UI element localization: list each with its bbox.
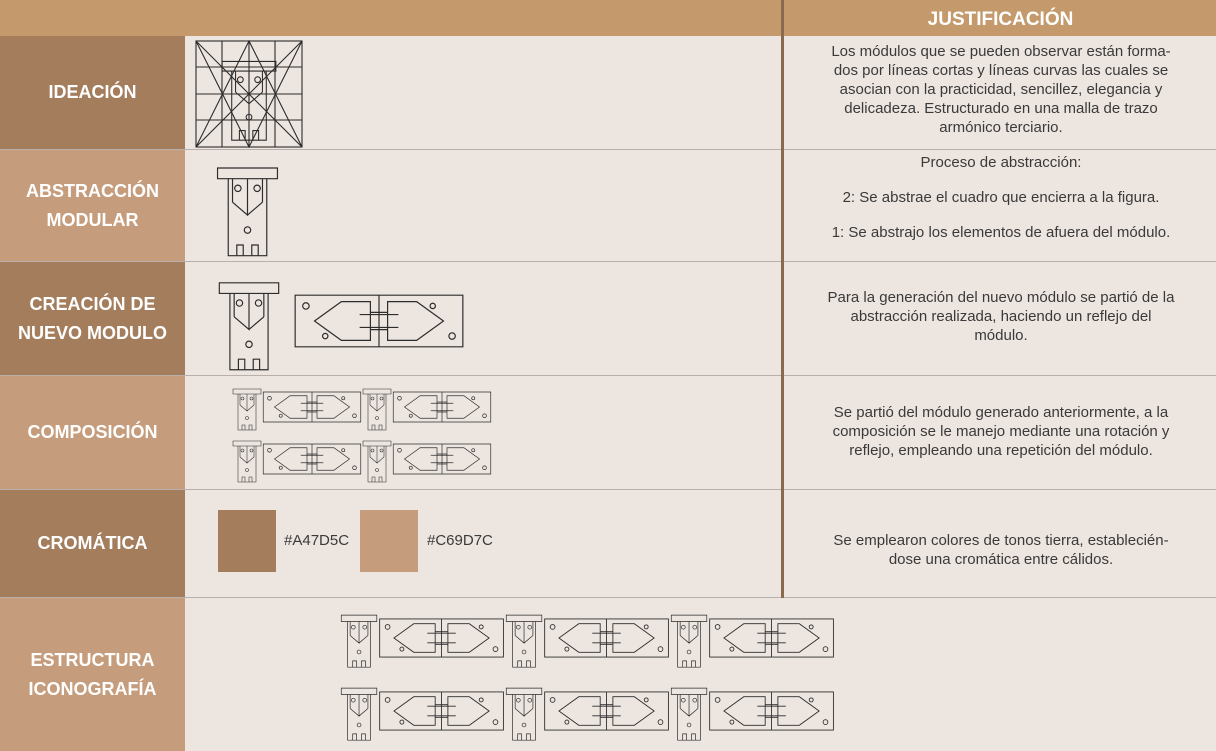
row-label: ABSTRACCIÓN MODULAR xyxy=(0,150,185,261)
text-line: Para la generación del nuevo módulo se p… xyxy=(827,289,1175,306)
label-line: CREACIÓN DE xyxy=(29,293,156,314)
label-line: IDEACIÓN xyxy=(48,82,137,102)
justification: Se partió del módulo generado anteriorme… xyxy=(786,403,1216,460)
row-label: CREACIÓN DE NUEVO MODULO xyxy=(0,262,185,375)
header: JUSTIFICACIÓN xyxy=(0,0,1216,36)
label-line: ICONOGRAFÍA xyxy=(28,678,157,699)
label-line: NUEVO MODULO xyxy=(17,322,167,343)
text-line: 1: Se abstrajo los elementos de afuera d… xyxy=(831,224,1171,241)
row-label: IDEACIÓN xyxy=(0,36,185,149)
row: ABSTRACCIÓN MODULAR Proceso de abstracció… xyxy=(0,150,1216,262)
text-line: 2: Se abstrae el cuadro que encierra a l… xyxy=(842,189,1160,206)
column-separator xyxy=(781,0,784,598)
row-label: COMPOSICIÓN xyxy=(0,376,185,489)
swatch-label: #A47D5C xyxy=(284,532,350,549)
text-line: reflejo, empleando una repetición del mó… xyxy=(849,442,1153,459)
label-line: CROMÁTICA xyxy=(37,533,148,553)
text-line: Se partió del módulo generado anteriorme… xyxy=(833,404,1169,421)
swatch-label: #C69D7C xyxy=(427,532,493,549)
row: IDEACIÓN Los módulos que se pueden obser… xyxy=(0,36,1216,150)
justification: Se emplearon colores de tonos tierra, es… xyxy=(786,531,1216,569)
row: CROMÁTICA #A47D5C #C69D7C Se emplearon c… xyxy=(0,490,1216,598)
justification: Para la generación del nuevo módulo se p… xyxy=(786,288,1216,345)
row: ESTRUCTURA ICONOGRAFÍA xyxy=(0,598,1216,751)
label-line: MODULAR xyxy=(46,209,139,230)
text-line: Proceso de abstracción: xyxy=(920,154,1082,171)
justification: Proceso de abstracción: 2: Se abstrae el… xyxy=(786,153,1216,258)
justification: Los módulos que se pueden observar están… xyxy=(786,42,1216,137)
text-line: módulo. xyxy=(974,327,1028,344)
text-line: abstracción realizada, haciendo un refle… xyxy=(850,308,1152,325)
label-line: ESTRUCTURA xyxy=(30,649,155,670)
composition xyxy=(233,389,491,482)
text-line: dose una cromática entre cálidos. xyxy=(888,551,1114,568)
text-line: composición se le manejo mediante una ro… xyxy=(832,423,1170,440)
label-line: COMPOSICIÓN xyxy=(27,422,158,442)
header-title: JUSTIFICACIÓN xyxy=(927,9,1074,30)
label-line: ABSTRACCIÓN xyxy=(26,180,159,201)
ideation-grid xyxy=(195,39,303,149)
color-swatch xyxy=(360,510,418,572)
iconographic-structure xyxy=(341,615,833,740)
row-label: CROMÁTICA xyxy=(0,490,185,597)
text-line: delicadeza. Estructurado en una malla de… xyxy=(844,100,1158,117)
row: CREACIÓN DE NUEVO MODULO Para la generaci… xyxy=(0,262,1216,376)
text-line: Los módulos que se pueden observar están… xyxy=(831,43,1171,60)
text-line: Se emplearon colores de tonos tierra, es… xyxy=(833,532,1169,549)
color-swatch xyxy=(218,510,276,572)
row-label: ESTRUCTURA ICONOGRAFÍA xyxy=(0,598,185,751)
text-line: armónico terciario. xyxy=(939,119,1063,136)
text-line: dos por líneas cortas y líneas curvas la… xyxy=(833,62,1169,79)
text-line: asocian con la practicidad, sencillez, e… xyxy=(839,81,1163,98)
row: COMPOSICIÓN Se partió del módulo generad… xyxy=(0,376,1216,490)
